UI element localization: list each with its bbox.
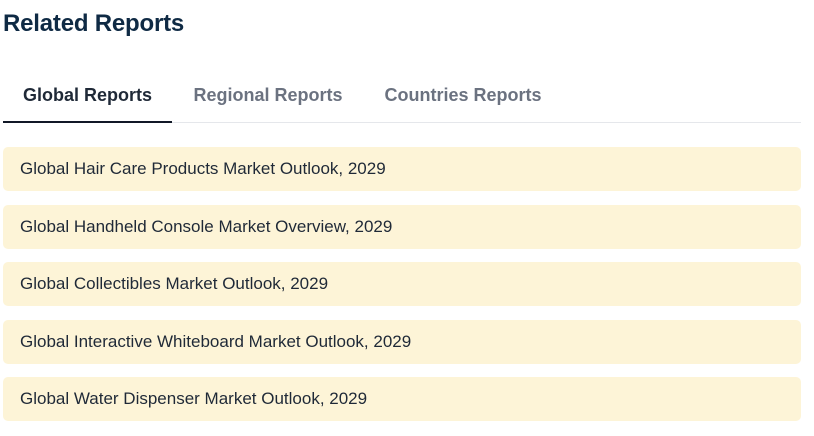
report-link-collectibles[interactable]: Global Collectibles Market Outlook, 2029 — [3, 262, 801, 306]
report-link-hair-care[interactable]: Global Hair Care Products Market Outlook… — [3, 147, 801, 191]
report-link-water-dispenser[interactable]: Global Water Dispenser Market Outlook, 2… — [3, 377, 801, 421]
report-link-interactive-whiteboard[interactable]: Global Interactive Whiteboard Market Out… — [3, 319, 801, 364]
tab-countries-reports[interactable]: Countries Reports — [384, 85, 542, 105]
section-title: Related Reports — [3, 10, 185, 37]
tab-regional-reports[interactable]: Regional Reports — [193, 85, 343, 105]
report-tabs: Global Reports Regional Reports Countrie… — [3, 70, 801, 123]
tab-global-reports[interactable]: Global Reports — [3, 70, 172, 123]
report-list: Global Hair Care Products Market Outlook… — [3, 147, 801, 435]
report-link-handheld-console[interactable]: Global Handheld Console Market Overview,… — [3, 204, 801, 249]
